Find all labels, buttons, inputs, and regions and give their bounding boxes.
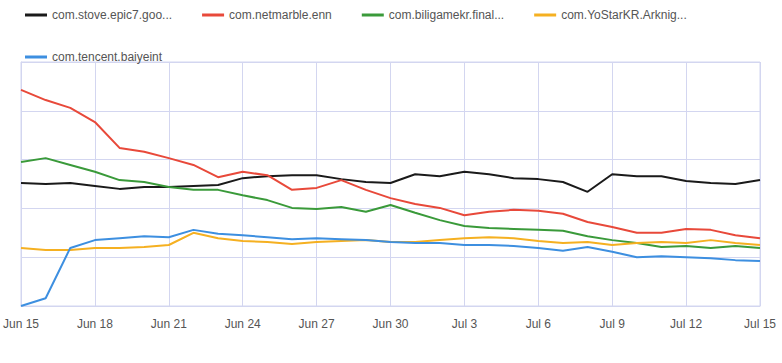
svg-text:Jul 3: Jul 3 [452,317,478,331]
svg-text:Jul 15: Jul 15 [744,317,776,331]
svg-text:Jun 18: Jun 18 [77,317,113,331]
svg-text:Jul 12: Jul 12 [670,317,702,331]
svg-text:Jun 21: Jun 21 [151,317,187,331]
svg-text:Jun 15: Jun 15 [3,317,39,331]
svg-text:com.netmarble.enn: com.netmarble.enn [229,8,332,22]
svg-text:Jun 27: Jun 27 [299,317,335,331]
svg-text:com.biligamekr.final...: com.biligamekr.final... [389,8,504,22]
svg-text:com.tencent.baiyeint: com.tencent.baiyeint [52,50,163,64]
svg-text:com.stove.epic7.goo...: com.stove.epic7.goo... [52,8,172,22]
svg-text:Jul 6: Jul 6 [526,317,552,331]
svg-text:com.YoStarKR.Arknig...: com.YoStarKR.Arknig... [561,8,687,22]
svg-text:Jun 30: Jun 30 [372,317,408,331]
svg-text:Jul 9: Jul 9 [600,317,626,331]
svg-text:Jun 24: Jun 24 [225,317,261,331]
